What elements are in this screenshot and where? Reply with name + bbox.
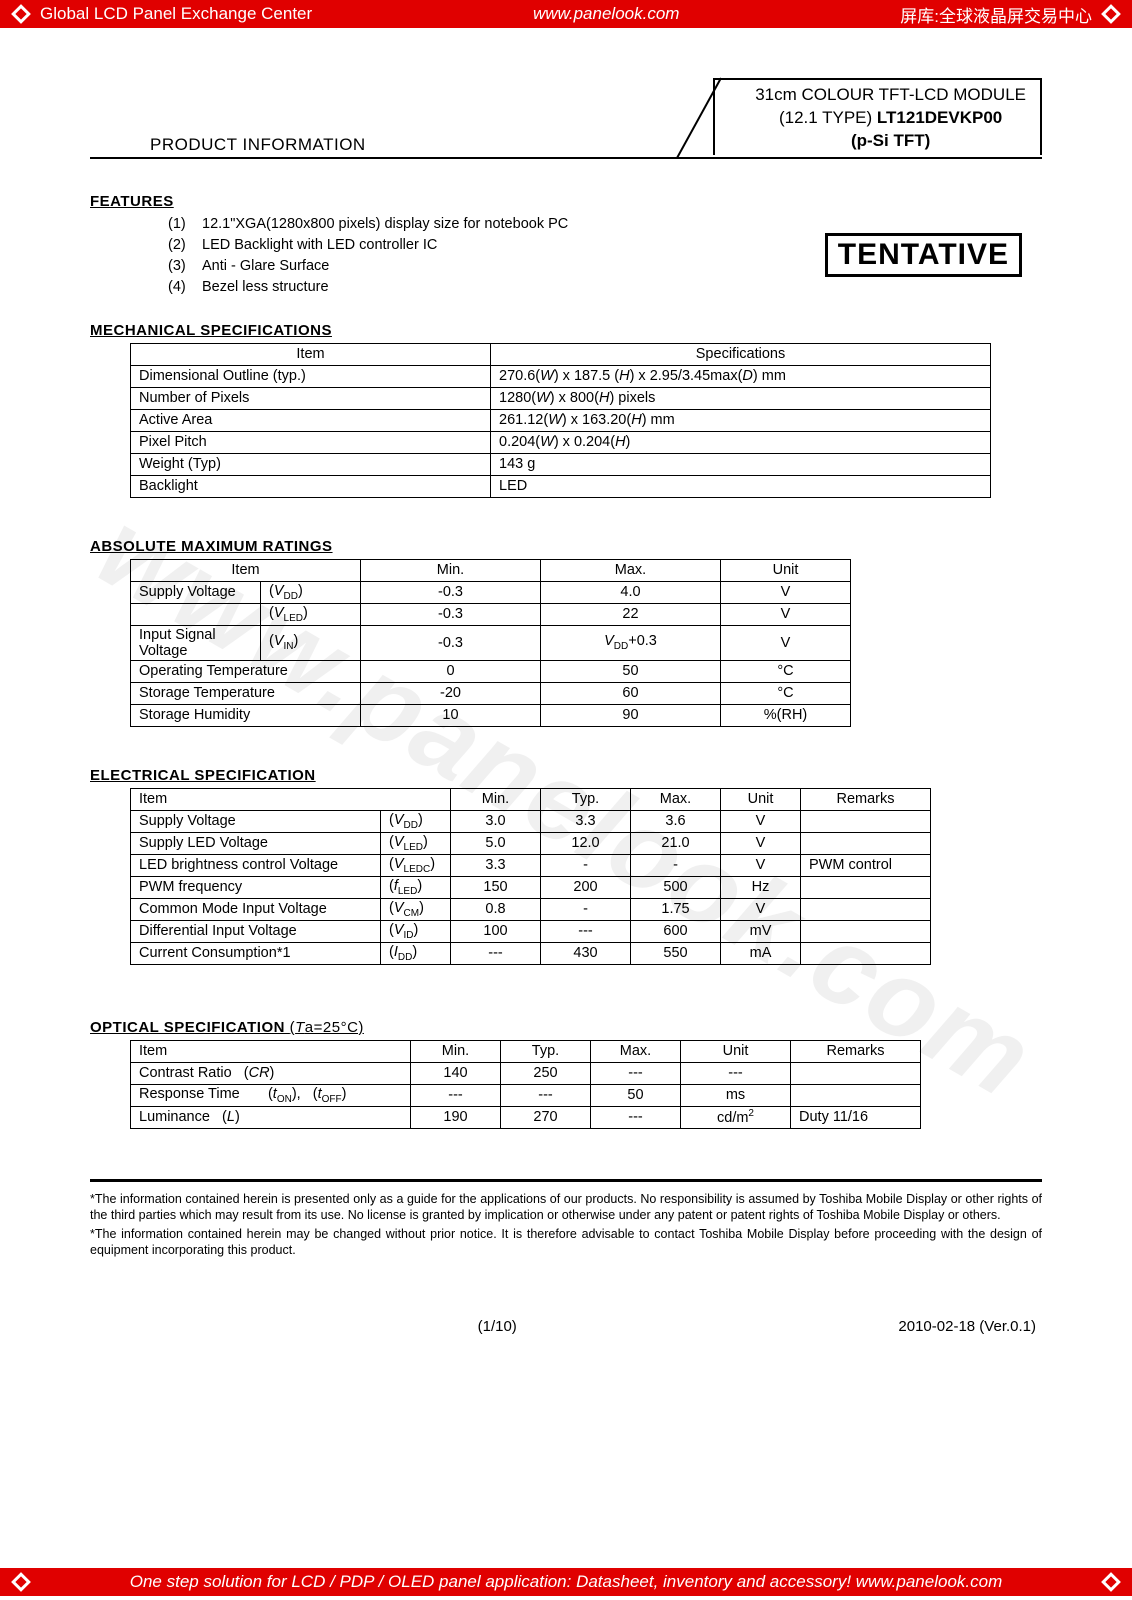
model-line1: 31cm COLOUR TFT-LCD MODULE (755, 84, 1026, 107)
header-center: www.panelook.com (312, 4, 900, 24)
disclaimer-p2: *The information contained herein may be… (90, 1227, 1042, 1258)
model-box: 31cm COLOUR TFT-LCD MODULE (12.1 TYPE) L… (713, 78, 1042, 155)
elec-table: ItemMin.Typ.Max.UnitRemarksSupply Voltag… (130, 788, 931, 965)
disclaimer: *The information contained herein is pre… (90, 1179, 1042, 1259)
header-right: 屏库:全球液晶屏交易中心 (900, 2, 1092, 27)
footer-message: One step solution for LCD / PDP / OLED p… (32, 1572, 1100, 1592)
header-bar: Global LCD Panel Exchange Center www.pan… (0, 0, 1132, 28)
disclaimer-p1: *The information contained herein is pre… (90, 1192, 1042, 1223)
page-footer: (1/10) 2010-02-18 (Ver.0.1) (90, 1318, 1042, 1335)
page-body: www.panelook.com PRODUCT INFORMATION 31c… (0, 28, 1132, 1568)
page-number: (1/10) (478, 1318, 517, 1335)
product-information-label: PRODUCT INFORMATION (90, 135, 366, 155)
mech-table: ItemSpecificationsDimensional Outline (t… (130, 343, 991, 498)
model-line2: (12.1 TYPE) LT121DEVKP00 (755, 107, 1026, 130)
version-date: 2010-02-18 (Ver.0.1) (898, 1318, 1036, 1335)
feature-item: (1)12.1"XGA(1280x800 pixels) display siz… (168, 214, 1042, 235)
features-heading: FEATURES (90, 193, 1042, 210)
tentative-stamp: TENTATIVE (825, 233, 1022, 277)
logo-icon (1100, 1571, 1122, 1593)
logo-icon (10, 1571, 32, 1593)
footer-bar: One step solution for LCD / PDP / OLED p… (0, 1568, 1132, 1596)
header-left: Global LCD Panel Exchange Center (40, 4, 312, 24)
logo-icon (10, 3, 32, 25)
logo-icon (1100, 3, 1122, 25)
doc-header: PRODUCT INFORMATION 31cm COLOUR TFT-LCD … (90, 78, 1042, 159)
opt-heading: OPTICAL SPECIFICATION (Ta=25°C) (90, 1019, 1042, 1036)
feature-item: (4)Bezel less structure (168, 277, 1042, 298)
opt-table: ItemMin.Typ.Max.UnitRemarksContrast Rati… (130, 1040, 921, 1129)
abs-heading: ABSOLUTE MAXIMUM RATINGS (90, 538, 1042, 555)
model-line3: (p-Si TFT) (755, 130, 1026, 153)
abs-table: ItemMin.Max.UnitSupply Voltage(VDD)-0.34… (130, 559, 851, 727)
mech-heading: MECHANICAL SPECIFICATIONS (90, 322, 1042, 339)
elec-heading: ELECTRICAL SPECIFICATION (90, 767, 1042, 784)
